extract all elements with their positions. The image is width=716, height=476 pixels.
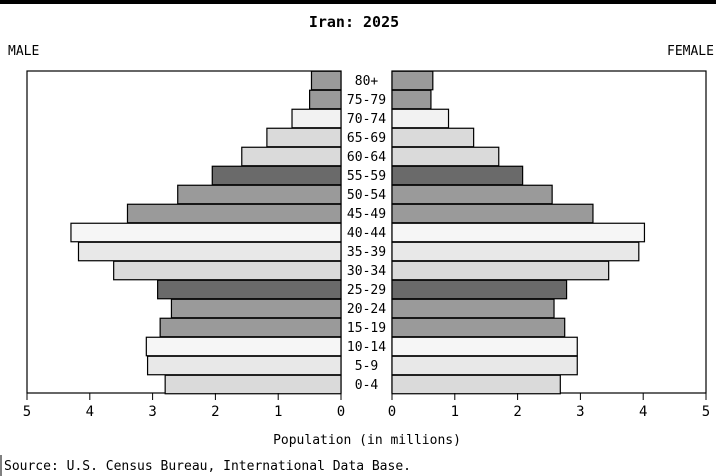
female-bar bbox=[391, 317, 566, 338]
age-group-label: 5-9 bbox=[355, 359, 378, 374]
x-tick-label: 4 bbox=[639, 404, 647, 420]
x-tick-label: 1 bbox=[451, 404, 459, 420]
age-group-label: 20-24 bbox=[347, 302, 386, 317]
x-axis-label: Population (in millions) bbox=[273, 433, 461, 448]
male-bar bbox=[170, 298, 342, 319]
male-bar bbox=[157, 279, 342, 300]
age-group-label: 0-4 bbox=[355, 378, 379, 393]
age-group-label: 65-69 bbox=[347, 131, 386, 146]
x-tick-label: 3 bbox=[148, 404, 156, 420]
age-group-label: 25-29 bbox=[347, 283, 386, 298]
male-bar bbox=[146, 355, 342, 376]
x-tick-label: 4 bbox=[86, 404, 94, 420]
age-group-label: 55-59 bbox=[347, 169, 386, 184]
x-tick-label: 0 bbox=[337, 404, 345, 420]
female-bar bbox=[391, 279, 568, 300]
age-group-label: 10-14 bbox=[347, 340, 386, 355]
x-tick-label: 5 bbox=[23, 404, 31, 420]
male-bar bbox=[126, 203, 342, 224]
x-tick-label: 1 bbox=[274, 404, 282, 420]
top-banner-strip bbox=[0, 0, 716, 4]
male-bar bbox=[211, 165, 342, 186]
male-bar bbox=[309, 89, 342, 110]
age-group-label: 40-44 bbox=[347, 226, 386, 241]
age-group-label: 80+ bbox=[355, 74, 379, 89]
male-bar bbox=[70, 222, 342, 243]
age-group-labels: 80+ 75-79 70-74 65-69 60-64 55-59 50-54 45-49 40… bbox=[347, 74, 386, 393]
female-bar bbox=[391, 184, 553, 205]
x-tick-label: 5 bbox=[702, 404, 710, 420]
female-bar bbox=[391, 241, 640, 262]
age-group-label: 60-64 bbox=[347, 150, 386, 165]
female-bar bbox=[391, 108, 450, 129]
female-bar bbox=[391, 355, 578, 376]
male-bar bbox=[113, 260, 342, 281]
chart-title: Iran: 2025 bbox=[309, 13, 399, 31]
male-label: MALE bbox=[8, 44, 39, 59]
male-bar bbox=[310, 70, 342, 91]
x-axis-ticks: 5 4 3 2 1 0 0 1 2 3 4 5 bbox=[23, 393, 710, 420]
female-bar bbox=[391, 165, 524, 186]
x-tick-label: 0 bbox=[388, 404, 396, 420]
female-bar bbox=[391, 374, 561, 395]
age-group-label: 15-19 bbox=[347, 321, 386, 336]
female-bar bbox=[391, 336, 578, 357]
x-tick-label: 2 bbox=[211, 404, 219, 420]
x-tick-label: 2 bbox=[513, 404, 521, 420]
age-group-label: 45-49 bbox=[347, 207, 386, 222]
male-bar bbox=[291, 108, 342, 129]
female-bar bbox=[391, 89, 432, 110]
age-group-label: 30-34 bbox=[347, 264, 386, 279]
female-bar bbox=[391, 146, 500, 167]
x-tick-label: 3 bbox=[576, 404, 584, 420]
male-bar bbox=[77, 241, 342, 262]
female-bar bbox=[391, 203, 594, 224]
female-bars bbox=[391, 70, 646, 395]
male-bar bbox=[266, 127, 342, 148]
age-group-label: 50-54 bbox=[347, 188, 386, 203]
male-bar bbox=[164, 374, 342, 395]
female-bar bbox=[391, 127, 475, 148]
female-bar bbox=[391, 222, 646, 243]
male-bars bbox=[70, 70, 342, 395]
female-bar bbox=[391, 298, 555, 319]
male-bar bbox=[241, 146, 342, 167]
female-bar bbox=[391, 70, 434, 91]
male-bar bbox=[145, 336, 342, 357]
age-group-label: 35-39 bbox=[347, 245, 386, 260]
female-label: FEMALE bbox=[667, 44, 714, 59]
age-group-label: 70-74 bbox=[347, 112, 386, 127]
age-group-label: 75-79 bbox=[347, 93, 386, 108]
male-bar bbox=[177, 184, 342, 205]
female-bar bbox=[391, 260, 610, 281]
male-bar bbox=[159, 317, 342, 338]
source-note: Source: U.S. Census Bureau, Internationa… bbox=[4, 459, 411, 474]
